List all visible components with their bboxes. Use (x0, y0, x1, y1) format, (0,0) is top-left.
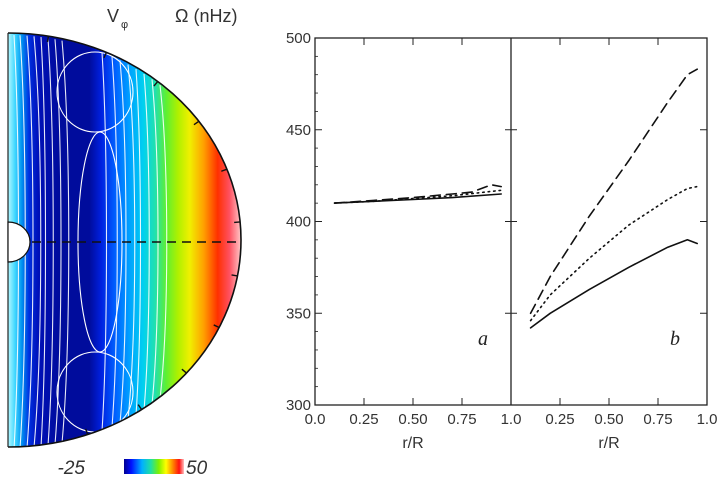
x-tick-label: 0.25 (349, 411, 378, 428)
contour-line (111, 56, 118, 428)
colorbar-bar (124, 459, 184, 474)
series-line-dashed (333, 184, 503, 204)
surface-tick (234, 221, 241, 224)
contour-line (159, 85, 168, 399)
contour-loop (56, 51, 134, 133)
surface-tick (153, 80, 159, 87)
panel-a-xlabel: r/R (402, 435, 423, 452)
x-tick-label: 1.0 (697, 411, 718, 428)
y-tick-label: 450 (286, 122, 311, 139)
surface-tick (221, 168, 228, 172)
surface-ticks (46, 36, 241, 435)
surface-tick (46, 36, 50, 43)
map-title-v-subscript: φ (121, 19, 128, 31)
colorbar-max-label: 50 (186, 458, 208, 479)
panel-a-series (333, 184, 503, 204)
y-tick-label: 500 (286, 30, 311, 47)
surface-tick (103, 52, 108, 59)
y-tick-label: 400 (286, 214, 311, 231)
series-line-solid (529, 239, 699, 329)
rotation-field (8, 33, 241, 447)
surface-tick (231, 274, 238, 277)
panel-a-x-ticks: 0.0 0.25 0.50 0.75 1.0 (305, 38, 522, 428)
rotation-map: V φ Ω (nHz) -25 50 (7, 6, 242, 479)
panel-a-letter: a (478, 328, 488, 350)
map-title-omega: Ω (nHz) (175, 6, 237, 26)
contour-line (143, 73, 150, 411)
surface-boundary (7, 32, 242, 448)
panel-b-letter: b (670, 328, 680, 350)
inner-core (7, 221, 31, 263)
series-line-dashed (529, 68, 699, 315)
y-tick-label: 350 (286, 305, 311, 322)
panel-b-x-ticks: 0.25 0.50 0.75 1.0 (545, 38, 717, 428)
surface-tick (213, 324, 220, 329)
surface-tick (181, 368, 187, 374)
y-tick-label: 300 (286, 397, 311, 414)
x-tick-label: 0.50 (594, 411, 623, 428)
colorbar: -25 50 (58, 458, 208, 479)
panel-b-series (529, 68, 699, 329)
y-axis-ticks: 300 350 400 450 500 (286, 30, 707, 414)
x-tick-label: 0.0 (305, 411, 326, 428)
contour-line (101, 52, 108, 432)
surface-tick (137, 404, 143, 410)
contour-line (40, 37, 47, 447)
panel-b-xlabel: r/R (598, 435, 619, 452)
x-tick-label: 0.50 (398, 411, 427, 428)
x-tick-label: 0.75 (643, 411, 672, 428)
surface-tick (84, 428, 89, 435)
map-title-v: V (107, 6, 119, 26)
surface-tick (193, 120, 200, 126)
series-line-dotted (529, 185, 699, 322)
x-tick-label: 0.25 (545, 411, 574, 428)
colorbar-min-label: -25 (58, 458, 86, 479)
x-tick-label: 1.0 (501, 411, 522, 428)
series-line-dotted (333, 189, 503, 204)
x-tick-label: 0.75 (447, 411, 476, 428)
